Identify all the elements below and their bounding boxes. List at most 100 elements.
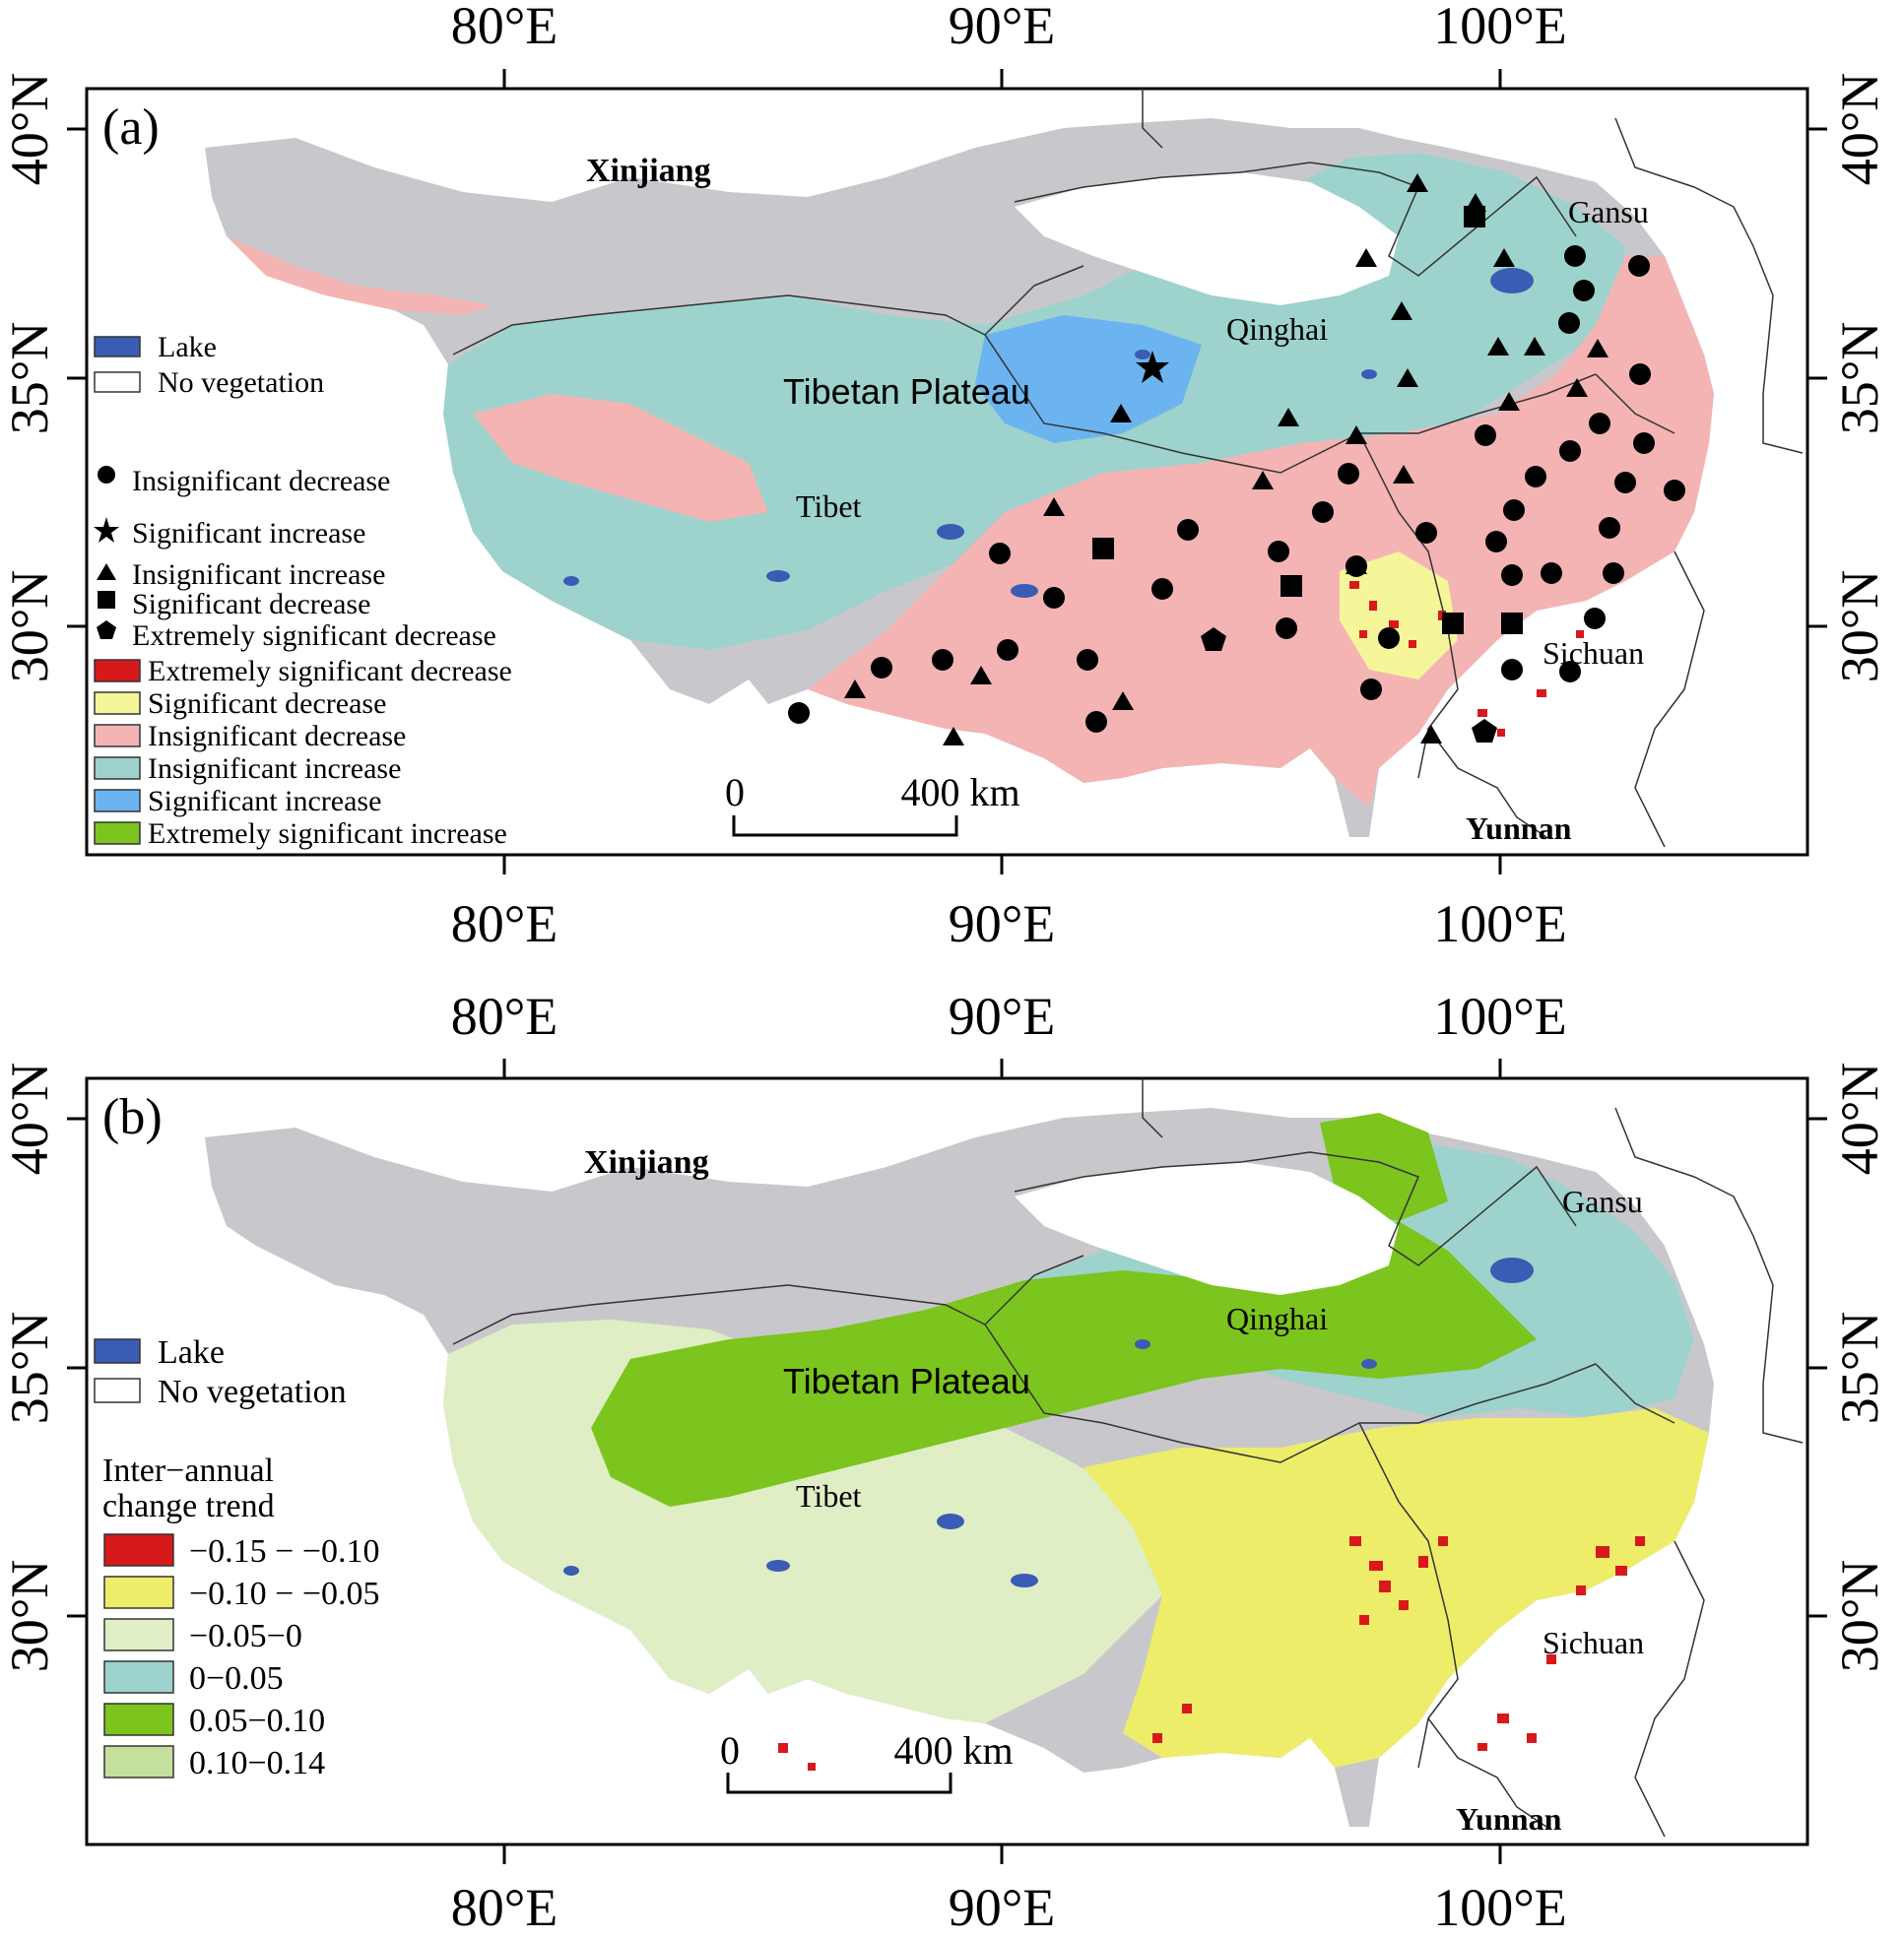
scale-end-b: 400 km xyxy=(893,1728,1013,1773)
place-yunnan-a: Yunnan xyxy=(1466,810,1572,846)
lake xyxy=(1135,350,1150,359)
pentagon-icon xyxy=(97,620,116,639)
ticks-a xyxy=(67,69,1827,874)
zone-no-vegetation-b xyxy=(1015,1162,1399,1295)
lat-label-left-30-b: 30°N xyxy=(0,1560,59,1673)
place-xinjiang-a: Xinjiang xyxy=(586,153,711,189)
zone-insignificant-decrease-strip xyxy=(227,236,492,315)
zone-insignificant-decrease-east xyxy=(808,256,1714,808)
lat-label-right-35-b: 35°N xyxy=(1830,1312,1889,1425)
lake xyxy=(563,576,579,586)
marker-significant-increase xyxy=(1136,351,1169,383)
lake xyxy=(766,570,790,582)
lat-label-left-35: 35°N xyxy=(0,322,59,435)
legend-label-no-vegetation: No vegetation xyxy=(158,366,324,399)
lon-label-top-80: 80°E xyxy=(451,0,558,55)
legend-swatch-class-0 xyxy=(94,659,141,682)
legend-title-line-2: change trend xyxy=(102,1488,275,1524)
panel-b: 80°E 90°E 100°E xyxy=(0,987,1889,1937)
place-yunnan-b: Yunnan xyxy=(1456,1801,1562,1837)
lat-label-right-35: 35°N xyxy=(1830,322,1889,435)
lake xyxy=(1135,1339,1150,1349)
legend-classes-b: Inter−annual change trend −0.15 − −0.10 … xyxy=(102,1453,380,1781)
legend-class-label-2: Insignificant decrease xyxy=(148,720,406,752)
legend-swatch-b-5 xyxy=(103,1745,174,1778)
place-qinghai-b: Qinghai xyxy=(1226,1301,1328,1336)
legend-swatch-class-2 xyxy=(94,724,141,747)
station-markers-a xyxy=(788,173,1685,745)
lake xyxy=(563,1566,579,1576)
legend-swatch-class-3 xyxy=(94,756,141,780)
legend-swatch-lake xyxy=(94,336,141,357)
legend-swatch-class-5 xyxy=(94,821,141,845)
scale-zero-b: 0 xyxy=(720,1728,740,1773)
lat-label-right-30-b: 30°N xyxy=(1830,1560,1889,1673)
place-qinghai-a: Qinghai xyxy=(1226,311,1328,347)
place-gansu-a: Gansu xyxy=(1568,194,1649,229)
legend-top-a: Lake No vegetation xyxy=(94,331,324,399)
lon-label-bottom-100: 100°E xyxy=(1433,894,1567,953)
scale-end: 400 km xyxy=(900,770,1019,814)
legend-class-label-b-3: 0−0.05 xyxy=(189,1660,284,1697)
legend-class-label-0: Extremely significant decrease xyxy=(148,655,512,687)
lon-label-bottom-80-b: 80°E xyxy=(451,1878,558,1937)
lake xyxy=(937,1514,964,1529)
legend-class-label-b-5: 0.10−0.14 xyxy=(189,1745,325,1781)
zone-neg015-neg010 xyxy=(778,1536,1645,1771)
lon-label-bottom-100-b: 100°E xyxy=(1433,1878,1567,1937)
legend-swatch-b-2 xyxy=(103,1618,174,1651)
place-xinjiang-b: Xinjiang xyxy=(584,1144,709,1181)
legend-class-label-b-2: −0.05−0 xyxy=(189,1618,302,1654)
scale-zero: 0 xyxy=(725,770,745,814)
zone-significant-increase xyxy=(975,315,1202,443)
legend-class-label-4: Significant increase xyxy=(148,785,381,817)
legend-swatch-b-1 xyxy=(103,1576,174,1609)
legend-class-label-3: Insignificant increase xyxy=(148,752,401,785)
place-sichuan-a: Sichuan xyxy=(1543,635,1644,671)
place-tibet-a: Tibet xyxy=(796,488,862,524)
triangle-icon xyxy=(97,563,116,580)
legend-marker-label-4: Extremely significant decrease xyxy=(132,619,496,652)
legend-swatch-lake-b xyxy=(94,1338,141,1364)
lakes-a xyxy=(563,268,1534,598)
province-boundaries-b xyxy=(452,1078,1804,1838)
square-icon xyxy=(98,591,115,609)
lat-label-left-40-b: 40°N xyxy=(0,1063,59,1176)
legend-label-no-vegetation-b: No vegetation xyxy=(158,1374,347,1410)
lon-label-top-90-b: 90°E xyxy=(949,987,1056,1046)
legend-class-label-5: Extremely significant increase xyxy=(148,817,507,850)
zone-neg010-neg005 xyxy=(1083,1408,1709,1768)
lon-label-top-90: 90°E xyxy=(949,0,1056,55)
zone-no-vegetation xyxy=(1015,172,1399,305)
markers-significant-decrease xyxy=(1092,206,1523,634)
lon-label-top-100: 100°E xyxy=(1433,0,1567,55)
legend-swatch-b-4 xyxy=(103,1703,174,1736)
legend-classes-a: Extremely significant decrease Significa… xyxy=(94,655,512,850)
qinghai-lake xyxy=(1490,1258,1534,1283)
lat-label-left-40: 40°N xyxy=(0,73,59,186)
ticks-b xyxy=(67,1059,1827,1864)
circle-icon xyxy=(98,466,115,484)
zone-insignificant-decrease-west xyxy=(473,394,768,522)
markers-extremely-significant-decrease xyxy=(1201,627,1497,743)
legend-class-label-b-4: 0.05−0.10 xyxy=(189,1703,325,1739)
panel-label-b: (b) xyxy=(102,1089,163,1145)
lat-label-right-40-b: 40°N xyxy=(1830,1063,1889,1176)
lat-label-right-30: 30°N xyxy=(1830,570,1889,683)
lat-label-left-35-b: 35°N xyxy=(0,1312,59,1425)
legend-class-label-b-0: −0.15 − −0.10 xyxy=(189,1533,380,1570)
scale-bar-a: 0 400 km xyxy=(725,770,1020,837)
legend-swatch-class-1 xyxy=(94,691,141,715)
lat-label-right-40: 40°N xyxy=(1830,73,1889,186)
panel-label-a: (a) xyxy=(102,99,160,156)
place-gansu-b: Gansu xyxy=(1562,1184,1643,1219)
legend-swatch-b-3 xyxy=(103,1660,174,1694)
legend-markers-a: Insignificant decrease Significant incre… xyxy=(94,465,496,652)
lon-label-bottom-90: 90°E xyxy=(949,894,1056,953)
lake xyxy=(766,1560,790,1572)
lake xyxy=(1011,584,1038,598)
place-tibetan-plateau-a: Tibetan Plateau xyxy=(783,371,1030,412)
place-tibetan-plateau-b: Tibetan Plateau xyxy=(783,1361,1030,1401)
zone-005-010 xyxy=(591,1221,1537,1507)
